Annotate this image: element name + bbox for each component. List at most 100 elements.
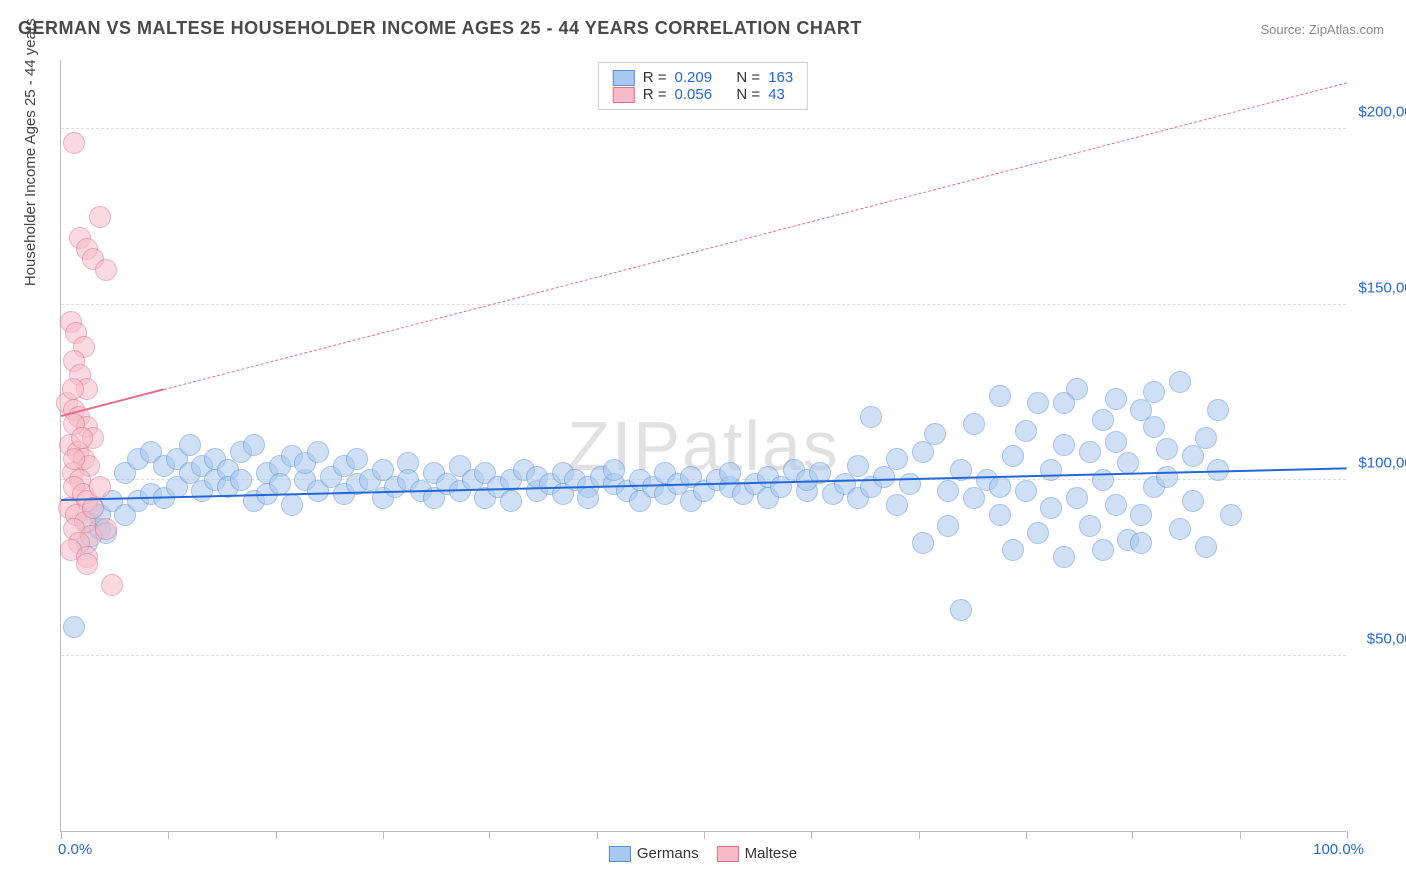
scatter-point (1207, 399, 1229, 421)
scatter-point (1220, 504, 1242, 526)
x-tick (704, 831, 705, 839)
scatter-point (1092, 539, 1114, 561)
y-axis-title: Householder Income Ages 25 - 44 years (22, 19, 39, 287)
scatter-point (989, 504, 1011, 526)
r-value-maltese: 0.056 (675, 86, 713, 103)
scatter-point (89, 206, 111, 228)
scatter-point (1053, 392, 1075, 414)
scatter-point (847, 455, 869, 477)
scatter-point (346, 448, 368, 470)
scatter-point (1143, 381, 1165, 403)
scatter-point (1002, 445, 1024, 467)
n-label: N = (736, 69, 760, 86)
scatter-point (937, 480, 959, 502)
x-tick (168, 831, 169, 839)
scatter-point (76, 553, 98, 575)
swatch-germans-icon (609, 846, 631, 862)
scatter-point (950, 599, 972, 621)
x-tick (1026, 831, 1027, 839)
scatter-point (243, 434, 265, 456)
scatter-point (1015, 480, 1037, 502)
n-label: N = (736, 86, 760, 103)
scatter-point (1130, 532, 1152, 554)
x-tick (276, 831, 277, 839)
scatter-point (95, 518, 117, 540)
scatter-point (269, 473, 291, 495)
scatter-point (577, 487, 599, 509)
x-tick (811, 831, 812, 839)
scatter-point (1105, 431, 1127, 453)
r-label: R = (643, 69, 667, 86)
legend-label-germans: Germans (637, 845, 699, 862)
scatter-point (63, 448, 85, 470)
scatter-point (62, 378, 84, 400)
scatter-point (307, 441, 329, 463)
x-tick (61, 831, 62, 839)
x-axis-max-label: 100.0% (1313, 841, 1364, 858)
scatter-point (1169, 518, 1191, 540)
scatter-point (1117, 452, 1139, 474)
source-label: Source: ZipAtlas.com (1260, 22, 1384, 37)
scatter-point (71, 427, 93, 449)
x-tick (919, 831, 920, 839)
legend-label-maltese: Maltese (745, 845, 798, 862)
scatter-point (1143, 416, 1165, 438)
legend-series: Germans Maltese (609, 845, 797, 862)
gridline-h (61, 655, 1346, 656)
x-tick (1132, 831, 1133, 839)
y-tick-label: $100,000 (1358, 455, 1406, 472)
swatch-germans (613, 70, 635, 86)
scatter-point (1040, 497, 1062, 519)
n-value-germans: 163 (768, 69, 793, 86)
scatter-point (500, 490, 522, 512)
scatter-point (1182, 490, 1204, 512)
legend-row-maltese: R = 0.056 N = 43 (613, 86, 793, 103)
scatter-point (937, 515, 959, 537)
scatter-point (230, 469, 252, 491)
x-tick (1240, 831, 1241, 839)
scatter-point (860, 406, 882, 428)
scatter-point (1195, 536, 1217, 558)
scatter-point (1156, 438, 1178, 460)
scatter-point (82, 497, 104, 519)
x-tick (597, 831, 598, 839)
n-value-maltese: 43 (768, 86, 785, 103)
scatter-point (1079, 515, 1101, 537)
legend-item-germans: Germans (609, 845, 699, 862)
scatter-point (924, 423, 946, 445)
legend-item-maltese: Maltese (717, 845, 798, 862)
scatter-point (1053, 546, 1075, 568)
scatter-point (719, 462, 741, 484)
scatter-point (1002, 539, 1024, 561)
chart-plot-area: ZIPatlas $50,000$100,000$150,000$200,000 (60, 60, 1346, 832)
x-axis-min-label: 0.0% (58, 841, 92, 858)
scatter-point (179, 434, 201, 456)
scatter-point (1066, 487, 1088, 509)
scatter-point (1079, 441, 1101, 463)
chart-title: GERMAN VS MALTESE HOUSEHOLDER INCOME AGE… (18, 18, 862, 39)
x-tick (383, 831, 384, 839)
scatter-point (95, 259, 117, 281)
scatter-point (1105, 388, 1127, 410)
scatter-point (101, 574, 123, 596)
r-label: R = (643, 86, 667, 103)
scatter-point (963, 413, 985, 435)
y-tick-label: $150,000 (1358, 279, 1406, 296)
scatter-point (1092, 409, 1114, 431)
scatter-point (603, 459, 625, 481)
scatter-point (886, 448, 908, 470)
scatter-point (1169, 371, 1191, 393)
y-tick-label: $200,000 (1358, 104, 1406, 121)
x-tick (1347, 831, 1348, 839)
scatter-point (1015, 420, 1037, 442)
legend-correlation: R = 0.209 N = 163 R = 0.056 N = 43 (598, 62, 808, 110)
gridline-h (61, 128, 1346, 129)
swatch-maltese (613, 87, 635, 103)
legend-row-germans: R = 0.209 N = 163 (613, 69, 793, 86)
scatter-point (1040, 459, 1062, 481)
scatter-point (1105, 494, 1127, 516)
scatter-point (1156, 466, 1178, 488)
scatter-point (89, 476, 111, 498)
scatter-point (886, 494, 908, 516)
scatter-point (1053, 434, 1075, 456)
